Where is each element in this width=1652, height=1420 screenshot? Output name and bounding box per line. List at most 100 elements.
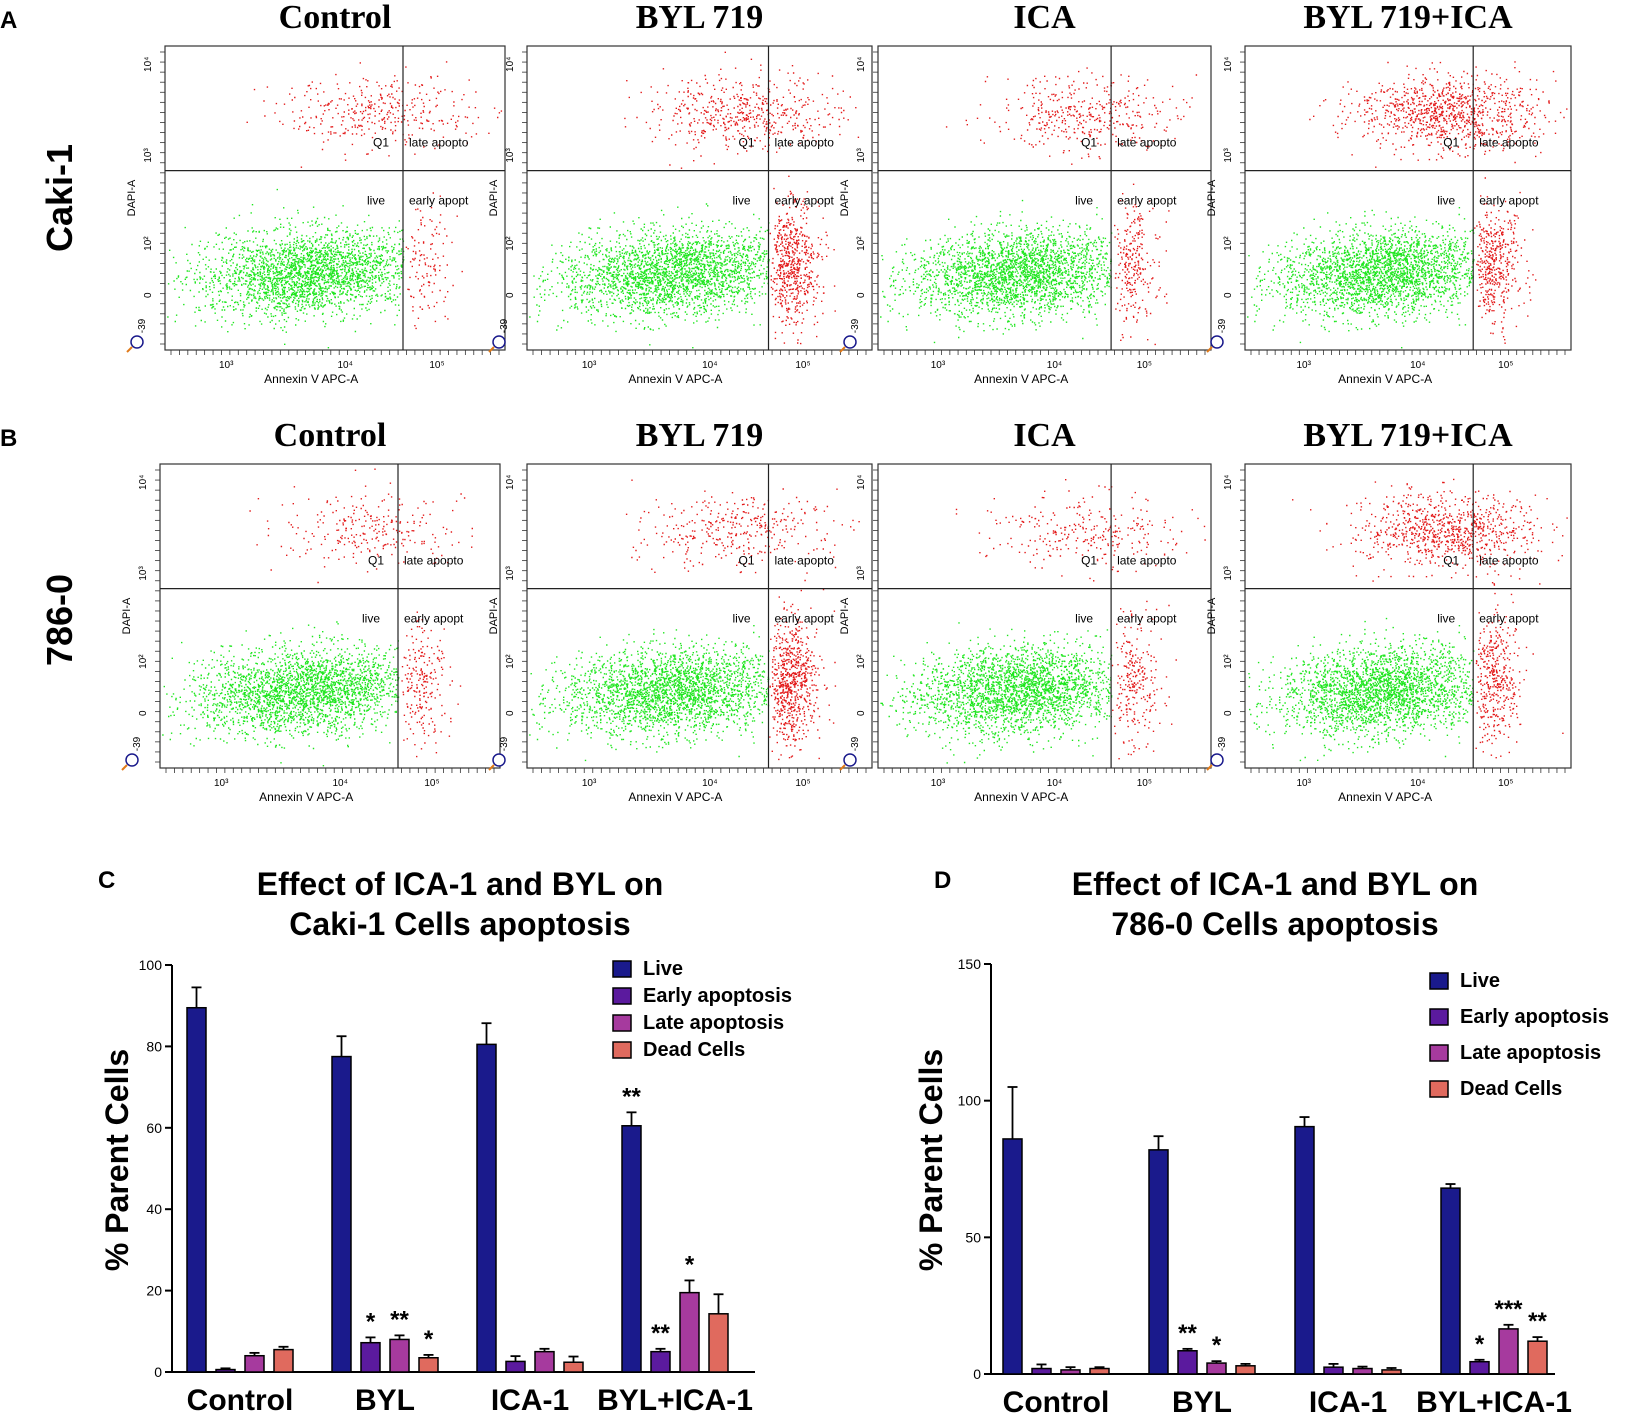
flow-treatment-title: BYL 719 bbox=[636, 0, 764, 36]
flow-y-tick: 10⁴ bbox=[138, 475, 149, 490]
flow-corner-value: -39 bbox=[1217, 736, 1228, 751]
flow-x-tick: 10⁵ bbox=[1137, 360, 1152, 371]
flow-y-label: DAPI-A bbox=[126, 179, 138, 216]
flow-plot: BYL 719+ICA Q1 late apopto live early apopt 0… bbox=[1206, 417, 1572, 804]
legend-label: Live bbox=[643, 958, 683, 980]
flow-y-tick: 0 bbox=[856, 292, 867, 298]
bar-early-apoptosis bbox=[650, 1350, 671, 1373]
bar-dead-cells bbox=[1381, 1369, 1402, 1375]
legend-label: Live bbox=[1460, 970, 1500, 992]
flow-x-tick: 10⁵ bbox=[795, 360, 810, 371]
bar-early-apoptosis bbox=[1031, 1367, 1052, 1375]
flow-x-label: Annexin V APC-A bbox=[1338, 372, 1432, 386]
flow-frame bbox=[526, 45, 873, 351]
flow-x-tick: 10⁴ bbox=[1410, 360, 1425, 371]
flow-x-tick: 10⁵ bbox=[1498, 360, 1513, 371]
bar-live bbox=[1294, 1125, 1315, 1375]
significance-mark: ** bbox=[1528, 1308, 1547, 1335]
flow-x-tick: 10⁵ bbox=[1498, 778, 1513, 789]
flow-y-tick: 0 bbox=[143, 292, 154, 298]
bar-late-apoptosis bbox=[244, 1354, 265, 1373]
quadrant-label-live: live bbox=[733, 194, 751, 208]
quadrant-label-live: live bbox=[1437, 612, 1455, 626]
bar-late-apoptosis bbox=[1352, 1367, 1373, 1375]
quadrant-label-live: live bbox=[367, 194, 385, 208]
zoom-icon bbox=[1210, 335, 1224, 349]
legend-swatch bbox=[1429, 1008, 1449, 1026]
flow-y-label: DAPI-A bbox=[1206, 179, 1218, 216]
live-dots bbox=[529, 203, 770, 349]
legend-label: Late apoptosis bbox=[643, 1012, 784, 1034]
live-dots bbox=[1248, 617, 1475, 762]
flow-x-label: Annexin V APC-A bbox=[974, 790, 1068, 804]
flow-plot: BYL 719 Q1 late apopto live early apopt 0 10² 1… bbox=[488, 0, 873, 386]
live-dots bbox=[1247, 207, 1475, 349]
flow-y-tick: 0 bbox=[505, 292, 516, 298]
chart-d-subtitle: 786-0 Cells apoptosis bbox=[1111, 906, 1438, 942]
bar-live bbox=[186, 1006, 207, 1373]
flow-y-tick: 10³ bbox=[856, 148, 867, 163]
flow-frame bbox=[877, 45, 1212, 351]
flow-y-tick: 10³ bbox=[1223, 148, 1234, 163]
significance-mark: *** bbox=[1494, 1296, 1523, 1323]
x-category-label: BYL bbox=[1172, 1386, 1232, 1419]
zoom-icon-handle bbox=[488, 346, 495, 353]
flow-x-tick: 10⁵ bbox=[429, 360, 444, 371]
flow-corner-value: -39 bbox=[1217, 318, 1228, 333]
flow-corner-value: -39 bbox=[499, 736, 510, 751]
apoptotic-dots bbox=[249, 468, 473, 758]
flow-frame bbox=[1244, 463, 1572, 769]
quadrant-label-live: live bbox=[733, 612, 751, 626]
x-category-label: Control bbox=[1003, 1386, 1110, 1419]
y-tick-label: 100 bbox=[958, 1093, 982, 1109]
x-category-label: BYL bbox=[355, 1384, 415, 1417]
flow-y-label: DAPI-A bbox=[121, 597, 133, 634]
flow-plot: BYL 719 Q1 late apopto live early apopt 0 10² 1… bbox=[488, 417, 873, 804]
legend-label: Dead Cells bbox=[643, 1039, 745, 1061]
legend-swatch bbox=[612, 1041, 632, 1059]
bar-late-apoptosis bbox=[389, 1338, 410, 1373]
flow-x-label: Annexin V APC-A bbox=[974, 372, 1068, 386]
quadrant-label-early: early apopt bbox=[404, 612, 464, 626]
bar-dead-cells bbox=[708, 1313, 729, 1373]
legend-label: Early apoptosis bbox=[643, 985, 792, 1007]
quadrant-label-late: late apopto bbox=[409, 136, 469, 150]
bar-dead-cells bbox=[1089, 1367, 1110, 1375]
chart-d: Effect of ICA-1 and BYL on 786-0 Cells a… bbox=[913, 866, 1609, 1419]
legend-swatch bbox=[612, 987, 632, 1005]
chart-d-title: Effect of ICA-1 and BYL on bbox=[1072, 866, 1479, 902]
flow-y-label: DAPI-A bbox=[839, 597, 851, 634]
flow-y-tick: 10² bbox=[138, 654, 149, 669]
quadrant-label-late: late apopto bbox=[1479, 136, 1539, 150]
significance-mark: ** bbox=[390, 1306, 409, 1333]
flow-x-tick: 10⁴ bbox=[1047, 778, 1062, 789]
quadrant-label-late: late apopto bbox=[404, 554, 464, 568]
bar-early-apoptosis bbox=[1177, 1350, 1198, 1375]
zoom-icon bbox=[492, 753, 506, 767]
live-dots bbox=[880, 199, 1113, 344]
flow-y-tick: 0 bbox=[1223, 292, 1234, 298]
y-tick-label: 60 bbox=[146, 1120, 162, 1136]
y-tick-label: 20 bbox=[146, 1283, 162, 1299]
flow-y-tick: 10² bbox=[856, 236, 867, 251]
flow-y-tick: 10² bbox=[856, 654, 867, 669]
quadrant-label-q1: Q1 bbox=[1443, 554, 1459, 568]
flow-x-tick: 10⁵ bbox=[795, 778, 810, 789]
flow-corner-value: -39 bbox=[499, 318, 510, 333]
zoom-icon bbox=[843, 753, 857, 767]
flow-y-tick: 10⁴ bbox=[1223, 57, 1234, 72]
bar-dead-cells bbox=[1527, 1340, 1548, 1375]
zoom-icon bbox=[1210, 753, 1224, 767]
flow-y-tick: 10⁴ bbox=[505, 57, 516, 72]
flow-x-label: Annexin V APC-A bbox=[628, 372, 722, 386]
flow-corner-value: -39 bbox=[137, 318, 148, 333]
zoom-icon-handle bbox=[839, 764, 846, 771]
legend-swatch bbox=[612, 1014, 632, 1032]
flow-y-tick: 0 bbox=[505, 710, 516, 716]
flow-y-tick: 10³ bbox=[505, 566, 516, 581]
bar-dead-cells bbox=[273, 1348, 294, 1373]
significance-mark: * bbox=[424, 1326, 434, 1353]
flow-y-tick: 10² bbox=[1223, 654, 1234, 669]
quadrant-label-live: live bbox=[1075, 612, 1093, 626]
flow-plot: BYL 719+ICA Q1 late apopto live early apopt 0… bbox=[1206, 0, 1572, 386]
